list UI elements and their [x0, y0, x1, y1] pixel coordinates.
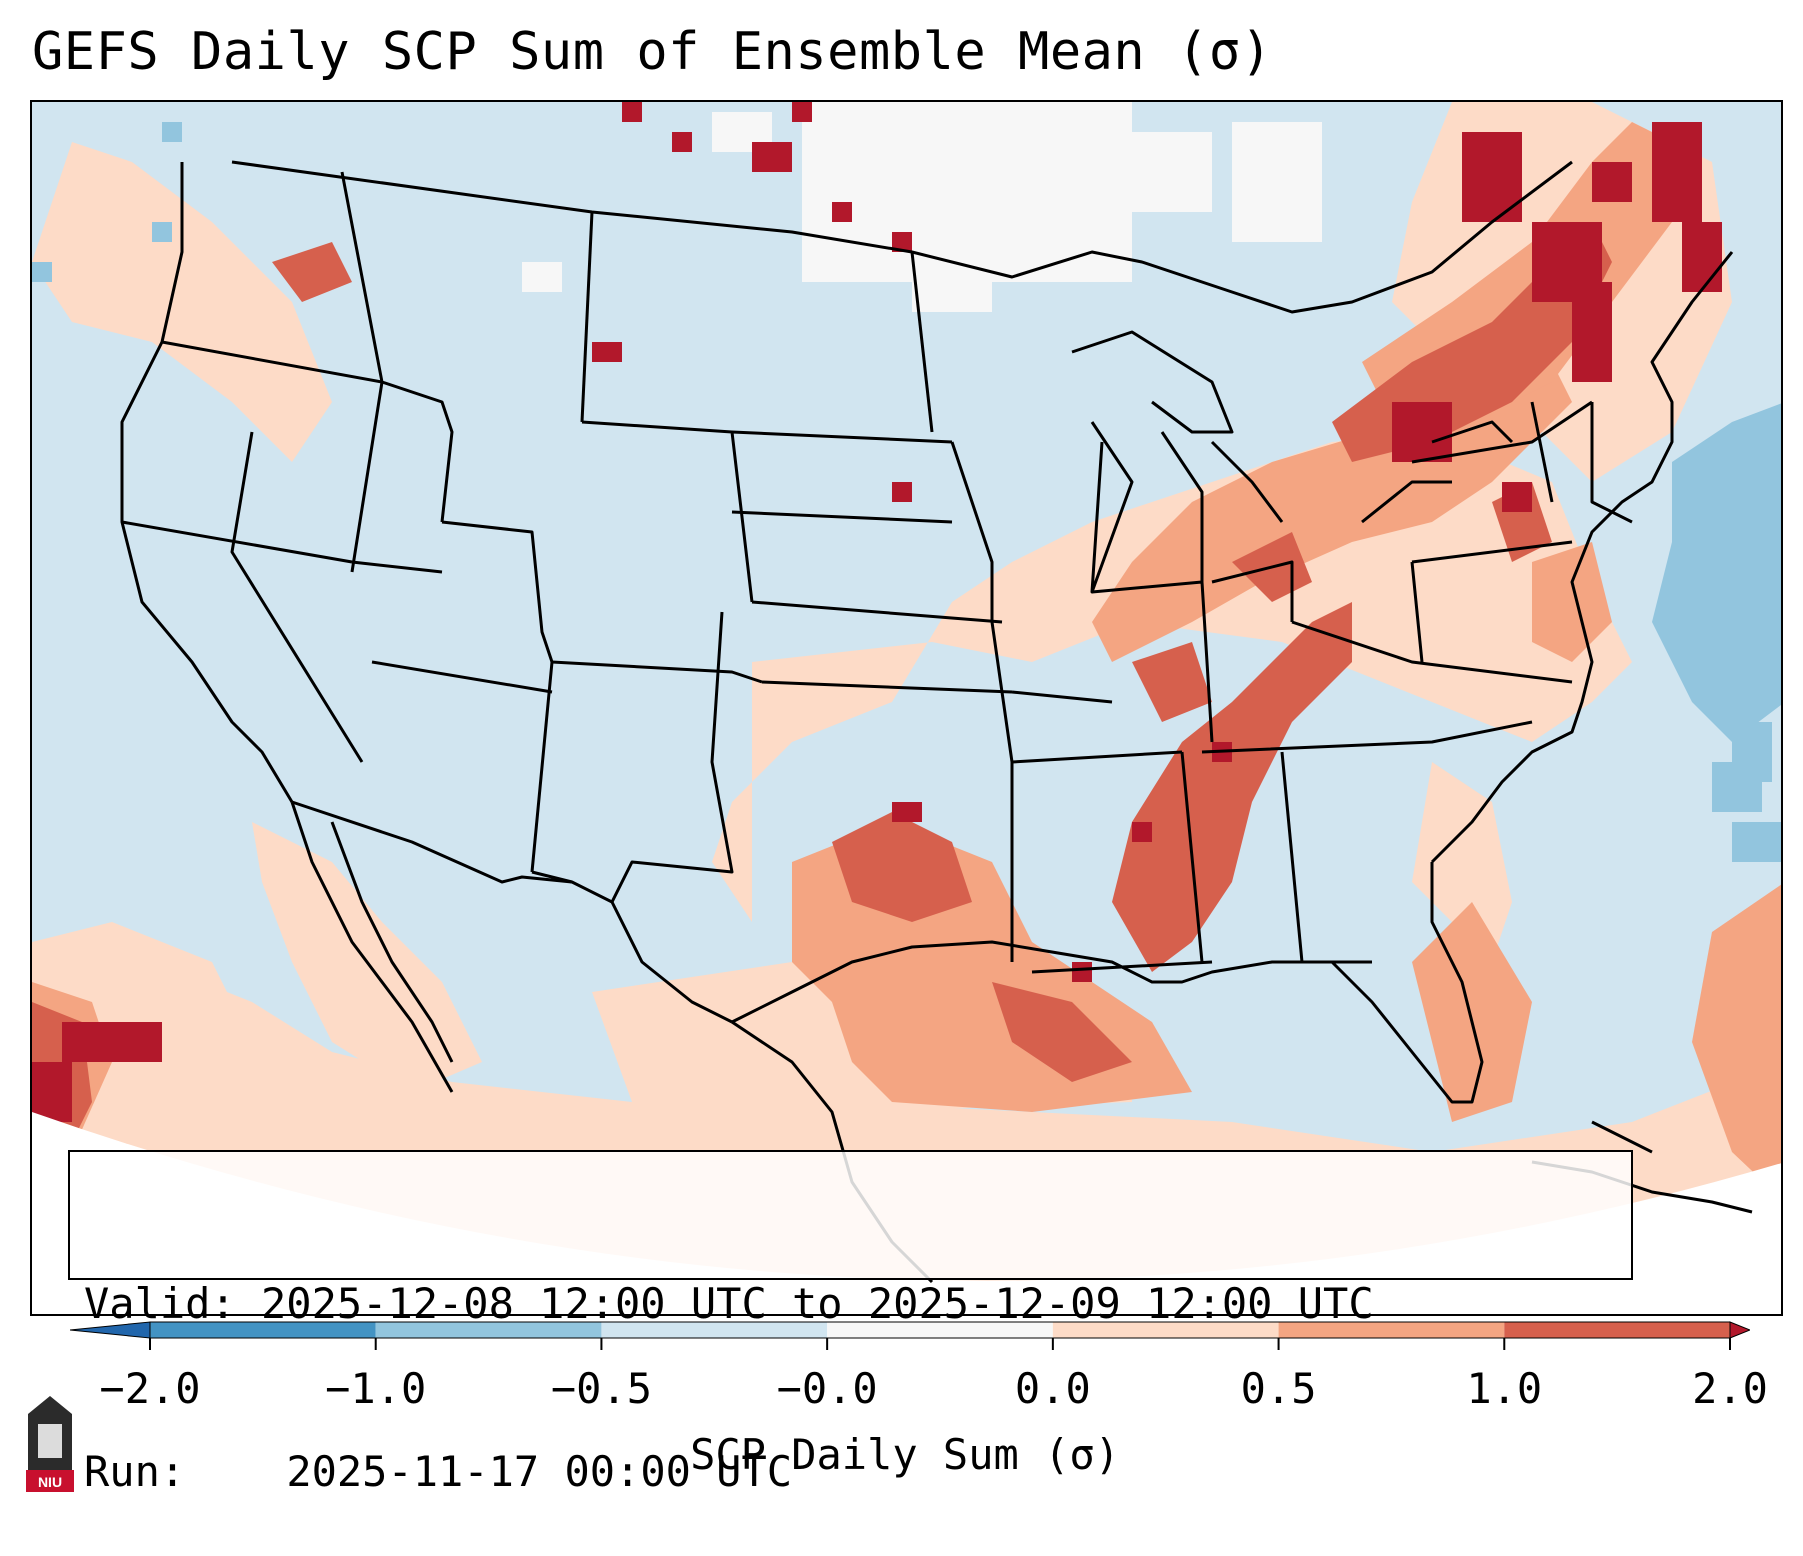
- colorbar-over-extension: [1729, 1321, 1750, 1339]
- logo-text: NIU: [38, 1474, 62, 1490]
- valid-line: Valid: 2025-12-08 12:00 UTC to 2025-12-0…: [84, 1276, 1631, 1332]
- colorbar-tick-label: −0.5: [550, 1364, 652, 1413]
- colorbar-under-extension: [70, 1321, 151, 1339]
- colorbar-bin: [1052, 1322, 1279, 1338]
- map-panel[interactable]: [30, 100, 1783, 1316]
- valid-label: Valid:: [84, 1279, 236, 1328]
- boundaries: [120, 160, 1753, 1284]
- colorbar-bin: [601, 1322, 828, 1338]
- logo-banner: [26, 1470, 74, 1492]
- run-label: Run:: [84, 1447, 186, 1496]
- colorbar-tick-label: 0.5: [1240, 1364, 1317, 1413]
- map-canvas: [32, 102, 1781, 1314]
- canada-neutral-field: [522, 102, 1322, 312]
- valid-value: 2025-12-08 12:00 UTC to 2025-12-09 12:00…: [261, 1279, 1374, 1328]
- colorbar-bin: [375, 1322, 602, 1338]
- colorbar-title: SCP Daily Sum (σ): [690, 1430, 1120, 1479]
- logo-window-icon: [38, 1424, 62, 1458]
- colorbar-tick-label: 2.0: [1692, 1364, 1768, 1413]
- colorbar-tick-label: 0.0: [1014, 1364, 1091, 1413]
- colorbar-tick-label: 1.0: [1466, 1364, 1543, 1413]
- valid-run-box: Valid: 2025-12-08 12:00 UTC to 2025-12-0…: [68, 1150, 1633, 1496]
- niu-logo: NIU: [26, 1396, 74, 1492]
- colorbar-bin: [1504, 1322, 1730, 1338]
- run-line: Run: 2025-11-17 00:00 UTC: [84, 1444, 1631, 1500]
- run-value: 2025-11-17 00:00 UTC: [286, 1447, 793, 1496]
- colorbar: [70, 1321, 1750, 1350]
- atlantic-negative-field: [32, 122, 1781, 862]
- colorbar-bin: [827, 1322, 1053, 1338]
- colorbar-bin: [1278, 1322, 1505, 1338]
- colorbar-tick-label: −2.0: [99, 1364, 201, 1413]
- colorbar-tick-label: −1.0: [325, 1364, 427, 1413]
- page-title: GEFS Daily SCP Sum of Ensemble Mean (σ): [32, 22, 1273, 82]
- extreme-field: [32, 102, 1722, 1122]
- colorbar-bin: [150, 1322, 376, 1338]
- colorbar-tick-label: −0.0: [776, 1364, 878, 1413]
